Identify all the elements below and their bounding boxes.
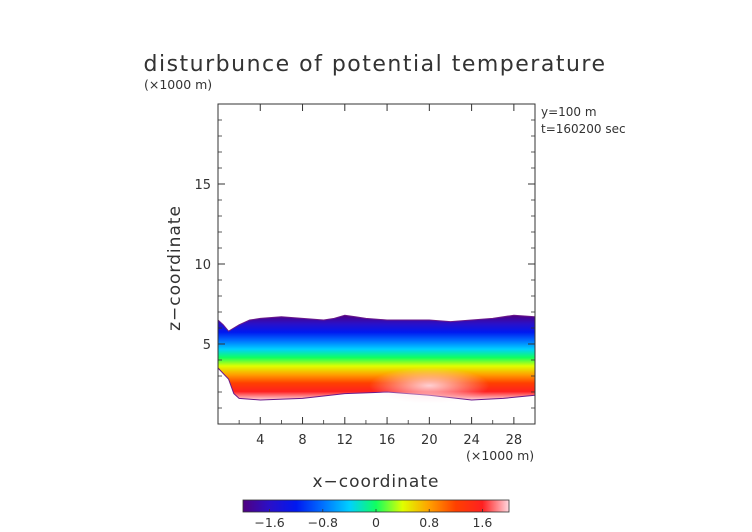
- y-unit-label: (×1000 m): [144, 77, 212, 92]
- x-unit-label: (×1000 m): [466, 448, 534, 463]
- annotation-t: t=160200 sec: [541, 122, 626, 136]
- colorbar-tick-label: 0.8: [419, 515, 439, 530]
- x-tick-label: 20: [421, 433, 438, 448]
- y-tick-label: 15: [194, 178, 211, 193]
- y-axis-ticks: 5 10 15: [194, 119, 535, 409]
- x-axis-label: x−coordinate: [313, 472, 440, 492]
- colorbar-tick-label: −0.8: [308, 515, 338, 530]
- colorbar-ticks: −1.6 −0.8 0 0.8 1.6: [254, 509, 492, 530]
- colorbar-tick-label: 1.6: [472, 515, 492, 530]
- x-tick-label: 24: [463, 433, 480, 448]
- colorbar-tick-label: 0: [372, 515, 380, 530]
- x-tick-label: 4: [256, 433, 264, 448]
- x-tick-label: 12: [337, 433, 354, 448]
- y-tick-label: 5: [203, 338, 211, 353]
- x-axis-ticks: 4 8 12 16 20 24 28: [238, 104, 523, 448]
- temperature-field: [218, 314, 535, 404]
- annotation-y: y=100 m: [541, 105, 597, 119]
- x-tick-label: 28: [506, 433, 523, 448]
- x-tick-label: 16: [379, 433, 396, 448]
- chart-title: disturbunce of potential temperature: [144, 52, 607, 77]
- x-tick-label: 8: [298, 433, 306, 448]
- y-tick-label: 10: [194, 258, 211, 273]
- colorbar-tick-label: −1.6: [254, 515, 284, 530]
- y-axis-label: z−coordinate: [165, 205, 185, 331]
- field-hot-spot: [369, 367, 490, 404]
